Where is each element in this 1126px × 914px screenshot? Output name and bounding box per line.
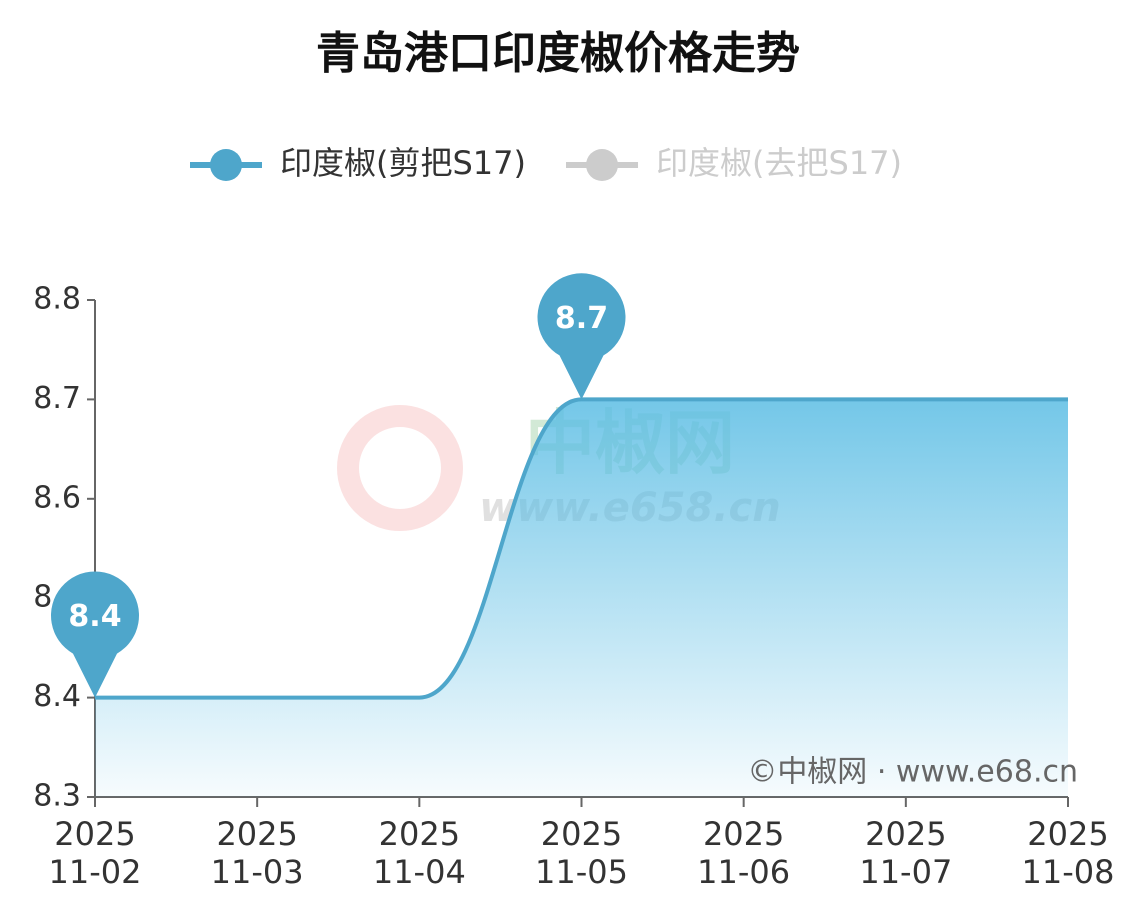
y-tick-label: 8.4	[33, 679, 81, 714]
y-tick-label: 8.7	[33, 381, 81, 416]
watermark-logo	[337, 405, 463, 531]
credit: ©中椒网 · www.e68.cn	[747, 755, 1078, 790]
area	[95, 399, 1068, 797]
y-tick-label: 8.6	[33, 480, 81, 515]
x-tick-label: 2025 11-03	[210, 815, 304, 891]
pin-label: 8.7	[555, 301, 608, 336]
x-tick-label: 2025 11-06	[697, 815, 791, 891]
y-tick-label: 8.8	[33, 282, 81, 317]
x-tick-label: 2025 11-08	[1021, 815, 1115, 891]
pin	[537, 273, 626, 400]
pin	[51, 571, 140, 698]
legend-label: 印度椒(去把S17)	[656, 144, 902, 182]
x-tick-label: 2025 11-02	[48, 815, 142, 891]
legend-swatch	[210, 149, 242, 181]
line	[94, 397, 1068, 700]
legend-label: 印度椒(剪把S17)	[280, 144, 526, 182]
pin-label: 8.4	[68, 599, 121, 634]
legend-swatch	[586, 149, 619, 181]
x-tick-label: 2025 11-07	[859, 815, 953, 891]
x-tick-label: 2025 11-05	[535, 815, 628, 891]
x-tick-label: 2025 11-04	[372, 815, 466, 891]
chart-title: 青岛港口印度椒价格走势	[316, 28, 800, 79]
y-tick-label: 8.3	[33, 779, 81, 814]
